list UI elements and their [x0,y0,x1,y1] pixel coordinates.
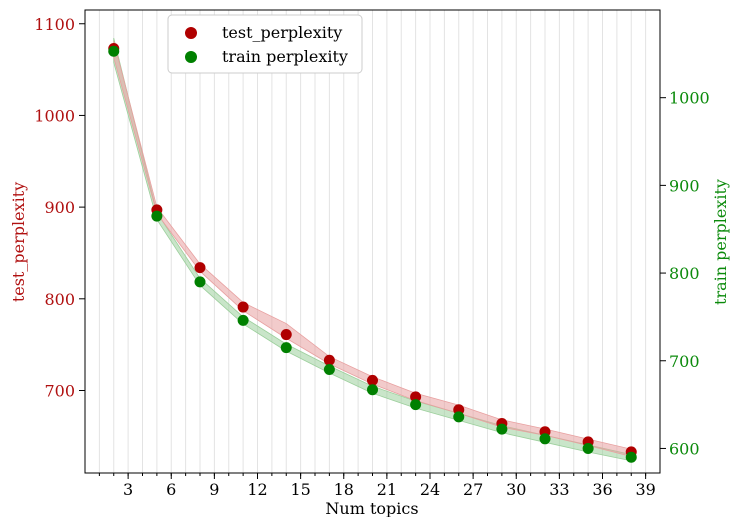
train-point [237,314,249,326]
x-tick-label: 6 [166,480,176,499]
train-point [323,364,335,376]
x-axis-title: Num topics [325,499,418,517]
legend-label-test: test_perplexity [222,23,342,42]
test-point [194,262,206,274]
x-tick-label: 30 [506,480,526,499]
x-tick-label: 36 [592,480,612,499]
train-point [539,433,551,445]
left-y-tick-label: 700 [44,381,75,400]
legend-label-train: train perplexity [222,47,348,66]
train-point [280,342,292,354]
train-point [496,423,508,435]
left-y-tick-label: 1000 [34,106,75,125]
legend-box [167,14,363,74]
left-y-tick-label: 900 [44,198,75,217]
x-tick-label: 3 [123,480,133,499]
right-axis-title: train perplexity [711,179,730,305]
left-axis-title: test_perplexity [9,182,28,302]
train-point [410,399,422,411]
right-y-tick-label: 600 [669,439,700,458]
train-point [108,45,120,57]
x-tick-label: 33 [549,480,569,499]
train-point [151,210,163,222]
x-tick-label: 27 [463,480,483,499]
x-tick-label: 24 [420,480,440,499]
train-point [453,411,465,423]
legend: test_perplexity train perplexity [167,14,363,74]
x-tick-label: 21 [377,480,397,499]
legend-marker-test [185,27,197,39]
axis-layer: 3 6 9 12 15 18 21 24 27 30 33 36 3970080090010001100… [34,15,709,499]
test-point [237,301,249,313]
test-point [367,374,378,386]
train-point [194,276,206,288]
right-y-tick-label: 900 [669,176,700,195]
point-layer [108,43,637,463]
left-y-tick-label: 1100 [34,15,75,34]
left-y-tick-label: 800 [44,290,75,309]
x-tick-label: 18 [334,480,354,499]
train-point [367,384,378,396]
x-tick-label: 15 [290,480,310,499]
right-y-tick-label: 700 [669,352,700,371]
right-y-tick-label: 1000 [669,89,710,108]
test-point [323,354,335,366]
right-y-tick-label: 800 [669,264,700,283]
legend-marker-train [185,51,197,63]
test-point [410,391,422,403]
train-point [625,451,637,463]
x-tick-label: 39 [635,480,655,499]
test-point [280,329,292,341]
x-tick-label: 9 [209,480,219,499]
train-point [582,442,594,454]
x-tick-label: 12 [247,480,267,499]
